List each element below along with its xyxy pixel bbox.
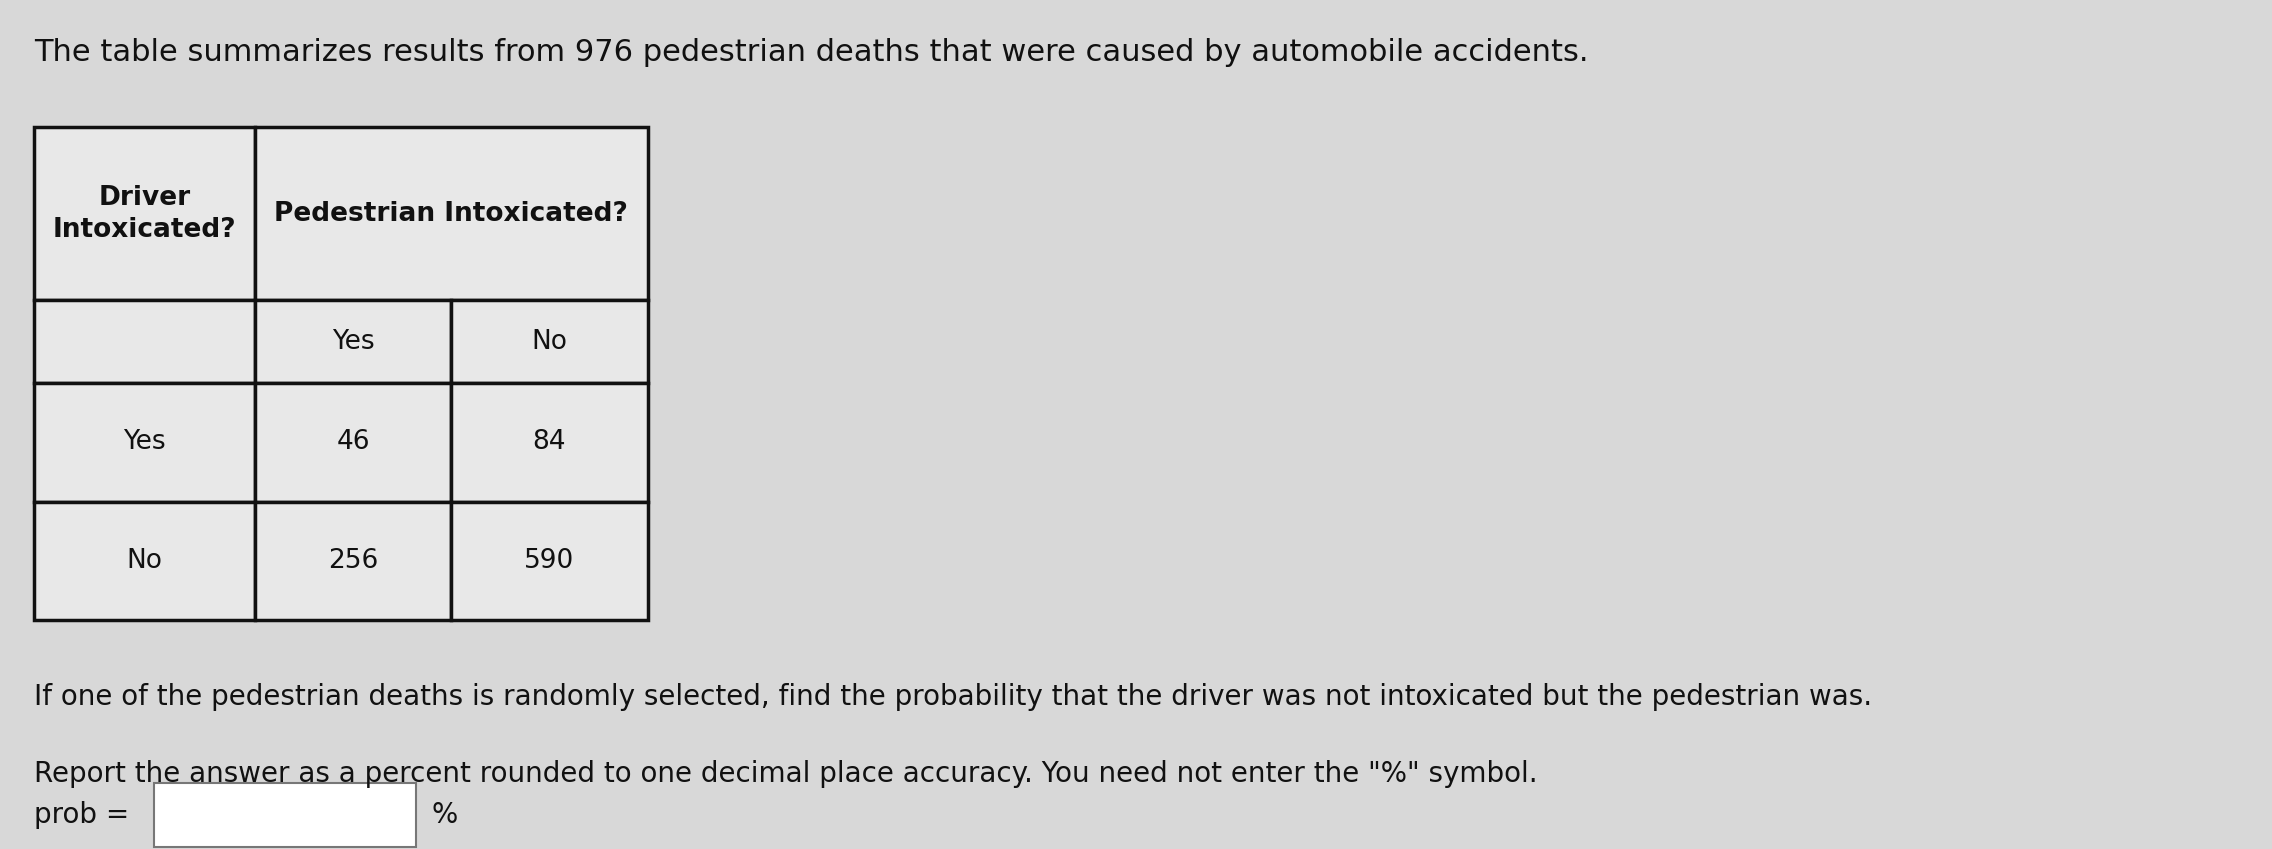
Bar [34,502,254,620]
Text: The table summarizes results from 976 pedestrian deaths that were caused by auto: The table summarizes results from 976 pe… [34,38,1588,67]
Text: prob =: prob = [34,801,130,829]
Bar [254,502,452,620]
Bar [154,783,416,847]
Bar [254,300,452,384]
Text: 590: 590 [525,548,575,574]
Text: 256: 256 [327,548,377,574]
Bar [34,300,254,384]
Text: Driver
Intoxicated?: Driver Intoxicated? [52,184,236,243]
Bar [452,384,648,502]
Text: Report the answer as a percent rounded to one decimal place accuracy. You need n: Report the answer as a percent rounded t… [34,760,1538,788]
Bar [254,384,452,502]
Bar [34,384,254,502]
Text: Yes: Yes [123,430,166,456]
Bar [254,127,648,300]
Text: 84: 84 [532,430,566,456]
Text: No: No [532,329,568,355]
Text: If one of the pedestrian deaths is randomly selected, find the probability that : If one of the pedestrian deaths is rando… [34,683,1872,711]
Text: Yes: Yes [332,329,375,355]
Text: 46: 46 [336,430,370,456]
Bar [34,127,254,300]
Text: No: No [127,548,164,574]
Text: Pedestrian Intoxicated?: Pedestrian Intoxicated? [275,200,627,227]
Bar [452,502,648,620]
Text: %: % [432,801,459,829]
Bar [452,300,648,384]
